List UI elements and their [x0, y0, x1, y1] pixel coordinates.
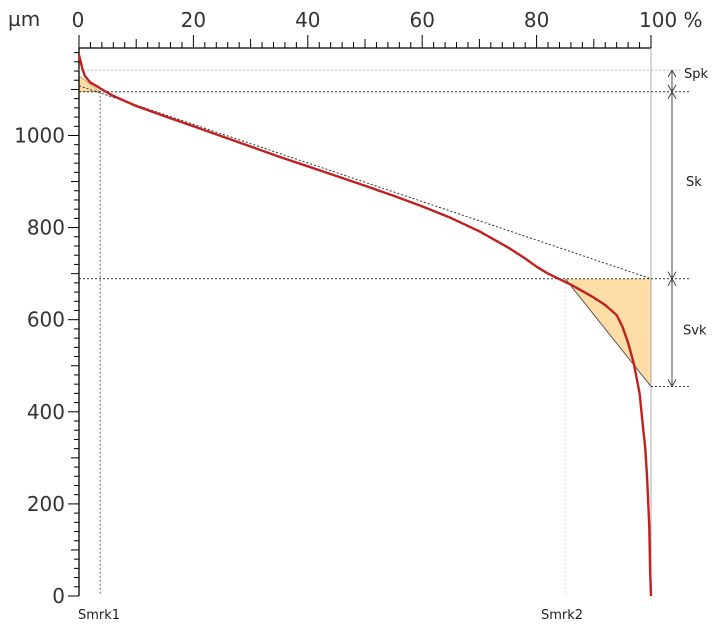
y-tick-label: 400 — [27, 400, 65, 424]
labels-layer: 0 20 40 60 80 100 % 0 200 400 600 800 1000 Spk Sk Svk S… — [14, 8, 708, 623]
ticks-layer — [68, 35, 652, 597]
x-tick-label: 100 % — [639, 8, 703, 32]
x-tick-label: 20 — [181, 8, 206, 32]
svk-label: Svk — [683, 323, 707, 338]
smrk1-label: Smrk1 — [78, 608, 120, 623]
spk-fill-region — [78, 74, 102, 93]
smrk2-label: Smrk2 — [541, 608, 583, 623]
y-tick-label: 600 — [27, 308, 65, 332]
equivalence-line — [78, 85, 652, 280]
curve-layer — [77, 54, 653, 597]
x-tick-label: 80 — [524, 8, 549, 32]
x-tick-label: 60 — [409, 8, 434, 32]
y-tick-label: 1000 — [14, 123, 65, 147]
dimension-arrow-down — [667, 379, 677, 388]
dimension-arrow-up — [667, 90, 677, 99]
y-unit-label: µm — [8, 7, 40, 31]
dimension-arrow-up — [667, 277, 677, 286]
sk-label: Sk — [686, 175, 702, 190]
y-tick-label: 0 — [52, 584, 65, 608]
svk-fill-edge — [564, 278, 652, 387]
reference-lines-layer — [78, 47, 690, 596]
y-tick-label: 800 — [27, 216, 65, 240]
x-tick-label: 40 — [295, 8, 320, 32]
y-tick-label: 200 — [27, 492, 65, 516]
spk-label: Spk — [684, 67, 709, 82]
material-ratio-curve — [77, 54, 653, 597]
dimension-arrow-up — [667, 69, 677, 78]
x-tick-label: 0 — [72, 8, 85, 32]
